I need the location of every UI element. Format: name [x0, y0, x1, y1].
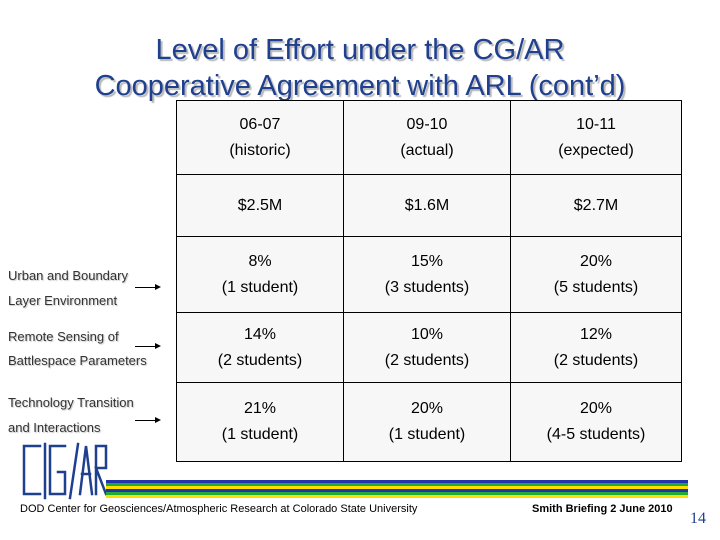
table-cell: 14% (2 students)	[176, 312, 344, 383]
cgar-logo	[22, 442, 108, 500]
funding-cell: $2.5M	[176, 174, 344, 237]
row-label-tech-line-1: Technology Transition	[8, 395, 134, 410]
slide-title: Level of Effort under the CG/AR Cooperat…	[0, 32, 720, 104]
footer-band-blue-middle	[106, 489, 688, 492]
footer-band-yellow-middle	[106, 495, 688, 498]
table-cell: 10% (2 students)	[343, 312, 511, 383]
header-cell: 09-10 (actual)	[343, 100, 511, 175]
footer-briefing-date: Smith Briefing 2 June 2010	[532, 503, 673, 515]
footer-band-blue-top	[106, 480, 688, 483]
row-label-urban-line-1: Urban and Boundary	[8, 268, 128, 283]
table-cell: 21% (1 student)	[176, 382, 344, 462]
table-cell: 12% (2 students)	[510, 312, 682, 383]
header-cell: 06-07 (historic)	[176, 100, 344, 175]
table-cell: 20% (1 student)	[343, 382, 511, 462]
arrow-right-icon	[135, 343, 161, 349]
table-cell: 20% (4-5 students)	[510, 382, 682, 462]
footer-band-green-middle	[106, 492, 688, 495]
row-label-remote-line-1: Remote Sensing of	[8, 329, 119, 344]
table-row-technology-transition: 21% (1 student) 20% (1 student) 20% (4-5 st…	[176, 382, 682, 462]
slide-title-line-1: Level of Effort under the CG/AR	[155, 34, 565, 66]
table-header-row: 06-07 (historic) 09-10 (actual) 10-11 (expe…	[176, 100, 682, 175]
table-cell: 15% (3 students)	[343, 236, 511, 313]
slide-title-line-2: Cooperative Agreement with ARL (cont’d)	[94, 70, 626, 102]
page-number: 14	[690, 510, 706, 527]
footer-band-yellow-top	[106, 486, 688, 489]
row-label-tech-line-2: and Interactions	[8, 420, 101, 435]
funding-cell: $2.7M	[510, 174, 682, 237]
effort-table: 06-07 (historic) 09-10 (actual) 10-11 (expe…	[176, 100, 682, 462]
table-row-remote-sensing: 14% (2 students) 10% (2 students) 12% (2 st…	[176, 312, 682, 383]
footer-organization: DOD Center for Geosciences/Atmospheric R…	[20, 503, 418, 515]
row-label-urban-line-2: Layer Environment	[8, 293, 118, 308]
row-label-remote-line-2: Battlespace Parameters	[8, 353, 147, 368]
table-cell: 8% (1 student)	[176, 236, 344, 313]
arrow-right-icon	[135, 417, 161, 423]
table-cell: 20% (5 students)	[510, 236, 682, 313]
table-row-urban-boundary: 8% (1 student) 15% (3 students) 20% (5 stud…	[176, 236, 682, 313]
table-row-funding: $2.5M $1.6M $2.7M	[176, 174, 682, 237]
arrow-right-icon	[135, 284, 161, 290]
funding-cell: $1.6M	[343, 174, 511, 237]
header-cell: 10-11 (expected)	[510, 100, 682, 175]
footer-band-green-top	[106, 483, 688, 486]
